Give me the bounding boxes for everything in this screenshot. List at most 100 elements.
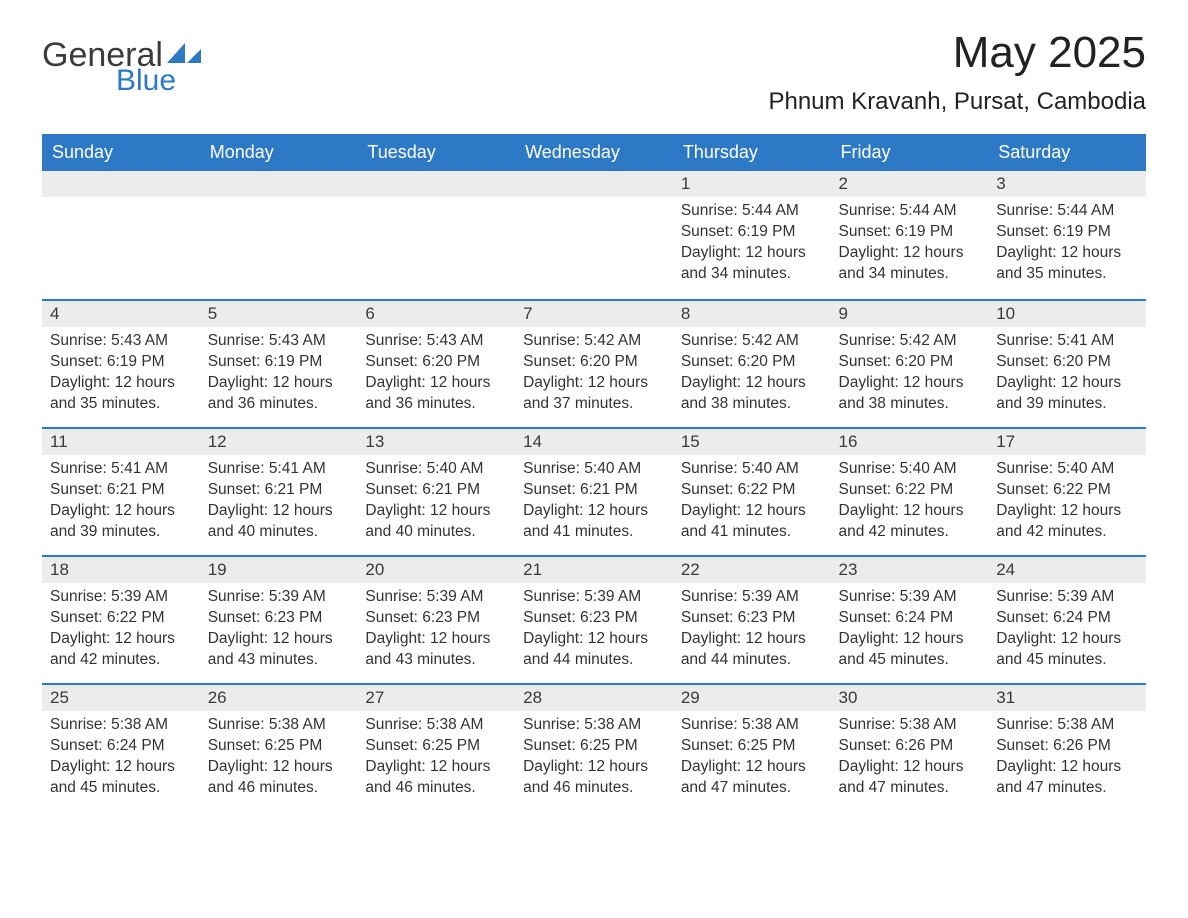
sunset-line: Sunset: 6:19 PM	[996, 222, 1138, 243]
day-body: Sunrise: 5:39 AMSunset: 6:23 PMDaylight:…	[515, 583, 673, 677]
calendar-cell: 26Sunrise: 5:38 AMSunset: 6:25 PMDayligh…	[200, 683, 358, 811]
day-body: Sunrise: 5:40 AMSunset: 6:22 PMDaylight:…	[673, 455, 831, 549]
calendar-cell: 4Sunrise: 5:43 AMSunset: 6:19 PMDaylight…	[42, 299, 200, 427]
day-number-bar: 9	[831, 299, 989, 327]
daylight-line: Daylight: 12 hours and 46 minutes.	[208, 757, 350, 799]
day-number-bar: 7	[515, 299, 673, 327]
day-number-bar-empty	[515, 171, 673, 197]
sunset-line: Sunset: 6:25 PM	[208, 736, 350, 757]
page-subtitle: Phnum Kravanh, Pursat, Cambodia	[768, 88, 1146, 116]
day-body: Sunrise: 5:40 AMSunset: 6:21 PMDaylight:…	[357, 455, 515, 549]
sunrise-line: Sunrise: 5:41 AM	[996, 331, 1138, 352]
sunrise-line: Sunrise: 5:38 AM	[50, 715, 192, 736]
daylight-line: Daylight: 12 hours and 38 minutes.	[681, 373, 823, 415]
daylight-line: Daylight: 12 hours and 43 minutes.	[365, 629, 507, 671]
sunset-line: Sunset: 6:23 PM	[681, 608, 823, 629]
calendar-cell	[200, 171, 358, 299]
daylight-line: Daylight: 12 hours and 42 minutes.	[996, 501, 1138, 543]
day-body: Sunrise: 5:40 AMSunset: 6:21 PMDaylight:…	[515, 455, 673, 549]
day-number-bar: 15	[673, 427, 831, 455]
calendar-cell: 10Sunrise: 5:41 AMSunset: 6:20 PMDayligh…	[988, 299, 1146, 427]
calendar-row: 1Sunrise: 5:44 AMSunset: 6:19 PMDaylight…	[42, 171, 1146, 299]
day-body: Sunrise: 5:39 AMSunset: 6:23 PMDaylight:…	[357, 583, 515, 677]
day-number-bar-empty	[42, 171, 200, 197]
day-number-bar: 27	[357, 683, 515, 711]
sunset-line: Sunset: 6:26 PM	[996, 736, 1138, 757]
day-number-bar: 22	[673, 555, 831, 583]
calendar-cell: 6Sunrise: 5:43 AMSunset: 6:20 PMDaylight…	[357, 299, 515, 427]
calendar-cell: 31Sunrise: 5:38 AMSunset: 6:26 PMDayligh…	[988, 683, 1146, 811]
sunset-line: Sunset: 6:22 PM	[681, 480, 823, 501]
title-block: May 2025 Phnum Kravanh, Pursat, Cambodia	[768, 28, 1146, 116]
weekday-header: Friday	[831, 134, 989, 171]
sunrise-line: Sunrise: 5:38 AM	[523, 715, 665, 736]
day-number-bar: 8	[673, 299, 831, 327]
day-body: Sunrise: 5:38 AMSunset: 6:25 PMDaylight:…	[200, 711, 358, 805]
day-number-bar: 31	[988, 683, 1146, 711]
calendar-body: 1Sunrise: 5:44 AMSunset: 6:19 PMDaylight…	[42, 171, 1146, 811]
daylight-line: Daylight: 12 hours and 38 minutes.	[839, 373, 981, 415]
day-number-bar-empty	[357, 171, 515, 197]
day-body: Sunrise: 5:41 AMSunset: 6:20 PMDaylight:…	[988, 327, 1146, 421]
weekday-header-row: Sunday Monday Tuesday Wednesday Thursday…	[42, 134, 1146, 171]
sunrise-line: Sunrise: 5:39 AM	[365, 587, 507, 608]
daylight-line: Daylight: 12 hours and 36 minutes.	[365, 373, 507, 415]
day-body: Sunrise: 5:41 AMSunset: 6:21 PMDaylight:…	[200, 455, 358, 549]
sunset-line: Sunset: 6:20 PM	[681, 352, 823, 373]
daylight-line: Daylight: 12 hours and 47 minutes.	[839, 757, 981, 799]
sunset-line: Sunset: 6:19 PM	[839, 222, 981, 243]
sunset-line: Sunset: 6:22 PM	[996, 480, 1138, 501]
weekday-header: Wednesday	[515, 134, 673, 171]
day-body: Sunrise: 5:44 AMSunset: 6:19 PMDaylight:…	[673, 197, 831, 291]
brand-line2: Blue	[116, 66, 201, 96]
day-number-bar: 29	[673, 683, 831, 711]
day-number-bar: 1	[673, 171, 831, 197]
calendar-cell: 23Sunrise: 5:39 AMSunset: 6:24 PMDayligh…	[831, 555, 989, 683]
sunset-line: Sunset: 6:25 PM	[681, 736, 823, 757]
day-body: Sunrise: 5:42 AMSunset: 6:20 PMDaylight:…	[831, 327, 989, 421]
daylight-line: Daylight: 12 hours and 45 minutes.	[50, 757, 192, 799]
sunrise-line: Sunrise: 5:40 AM	[365, 459, 507, 480]
daylight-line: Daylight: 12 hours and 37 minutes.	[523, 373, 665, 415]
calendar-cell: 13Sunrise: 5:40 AMSunset: 6:21 PMDayligh…	[357, 427, 515, 555]
day-body: Sunrise: 5:39 AMSunset: 6:22 PMDaylight:…	[42, 583, 200, 677]
calendar-row: 18Sunrise: 5:39 AMSunset: 6:22 PMDayligh…	[42, 555, 1146, 683]
day-number-bar: 12	[200, 427, 358, 455]
day-body: Sunrise: 5:38 AMSunset: 6:26 PMDaylight:…	[988, 711, 1146, 805]
calendar-cell: 21Sunrise: 5:39 AMSunset: 6:23 PMDayligh…	[515, 555, 673, 683]
sunset-line: Sunset: 6:24 PM	[839, 608, 981, 629]
day-body: Sunrise: 5:43 AMSunset: 6:19 PMDaylight:…	[42, 327, 200, 421]
sunrise-line: Sunrise: 5:40 AM	[839, 459, 981, 480]
calendar-row: 11Sunrise: 5:41 AMSunset: 6:21 PMDayligh…	[42, 427, 1146, 555]
day-number-bar: 28	[515, 683, 673, 711]
daylight-line: Daylight: 12 hours and 43 minutes.	[208, 629, 350, 671]
weekday-header: Monday	[200, 134, 358, 171]
daylight-line: Daylight: 12 hours and 45 minutes.	[996, 629, 1138, 671]
calendar-cell: 24Sunrise: 5:39 AMSunset: 6:24 PMDayligh…	[988, 555, 1146, 683]
sail-icon	[167, 35, 201, 55]
brand-logo: General Blue	[42, 38, 201, 96]
day-number-bar: 21	[515, 555, 673, 583]
day-body: Sunrise: 5:42 AMSunset: 6:20 PMDaylight:…	[673, 327, 831, 421]
day-number-bar: 5	[200, 299, 358, 327]
day-number-bar: 17	[988, 427, 1146, 455]
calendar-cell: 15Sunrise: 5:40 AMSunset: 6:22 PMDayligh…	[673, 427, 831, 555]
calendar-cell: 3Sunrise: 5:44 AMSunset: 6:19 PMDaylight…	[988, 171, 1146, 299]
calendar-cell: 11Sunrise: 5:41 AMSunset: 6:21 PMDayligh…	[42, 427, 200, 555]
day-body: Sunrise: 5:41 AMSunset: 6:21 PMDaylight:…	[42, 455, 200, 549]
day-body: Sunrise: 5:40 AMSunset: 6:22 PMDaylight:…	[988, 455, 1146, 549]
sunrise-line: Sunrise: 5:38 AM	[208, 715, 350, 736]
sunset-line: Sunset: 6:23 PM	[523, 608, 665, 629]
day-number-bar: 16	[831, 427, 989, 455]
page-title: May 2025	[768, 28, 1146, 78]
day-body: Sunrise: 5:38 AMSunset: 6:26 PMDaylight:…	[831, 711, 989, 805]
day-number-bar: 26	[200, 683, 358, 711]
weekday-header: Sunday	[42, 134, 200, 171]
daylight-line: Daylight: 12 hours and 46 minutes.	[523, 757, 665, 799]
daylight-line: Daylight: 12 hours and 44 minutes.	[681, 629, 823, 671]
calendar-cell	[515, 171, 673, 299]
day-body: Sunrise: 5:39 AMSunset: 6:24 PMDaylight:…	[831, 583, 989, 677]
calendar-cell: 2Sunrise: 5:44 AMSunset: 6:19 PMDaylight…	[831, 171, 989, 299]
sunrise-line: Sunrise: 5:38 AM	[839, 715, 981, 736]
sunset-line: Sunset: 6:26 PM	[839, 736, 981, 757]
